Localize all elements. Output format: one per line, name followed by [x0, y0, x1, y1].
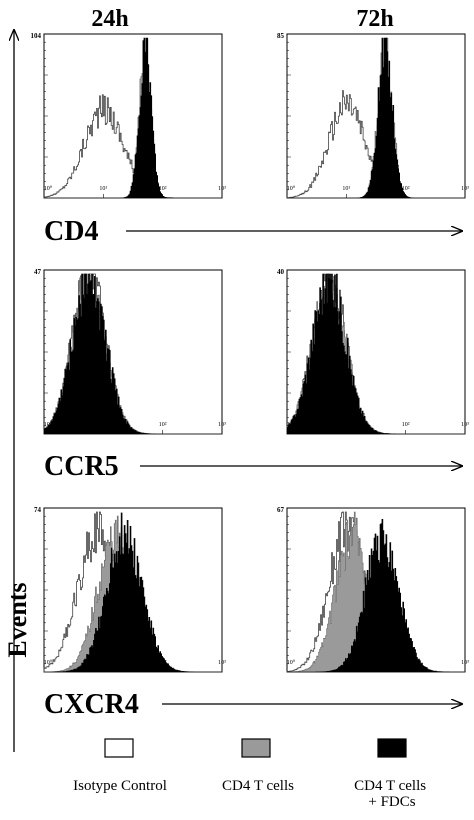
- legend-label-isotype: Isotype Control: [73, 778, 167, 794]
- x-tick-label: 10⁰: [287, 659, 296, 666]
- histogram-panel-cxcr4-24h: 7410⁰10¹10²10³: [34, 506, 226, 673]
- x-tick-label: 10⁰: [44, 185, 53, 192]
- y-tick-label: 47: [34, 268, 42, 276]
- legend-swatch-fdc: [377, 738, 407, 758]
- y-tick-label: 40: [277, 268, 285, 276]
- histogram-fdc: [44, 37, 222, 199]
- histogram-fdc: [44, 512, 222, 673]
- legend-swatch-isotype: [104, 738, 134, 758]
- marker-label-cd4: CD4: [44, 216, 98, 247]
- y-tick-label: 85: [277, 32, 285, 40]
- histogram-panel-ccr5-24h: 4710⁰10¹10²10³: [34, 268, 226, 435]
- legend-label-fdc: CD4 T cells + FDCs: [354, 778, 430, 810]
- histogram-fdc: [43, 273, 222, 435]
- histogram-fdc: [287, 519, 465, 673]
- x-tick-label: 10⁰: [44, 659, 53, 666]
- legend-label-cd4: CD4 T cells: [222, 778, 294, 794]
- x-tick-label: 10³: [218, 186, 226, 192]
- x-tick-label: 10¹: [342, 186, 350, 192]
- column-title-24h: 24h: [91, 6, 128, 32]
- legend-swatch-cd4: [241, 738, 271, 758]
- histogram-panels: 10410⁰10¹10²10³8510⁰10¹10²10³4710⁰10¹10²…: [31, 32, 469, 673]
- x-tick-label: 10⁰: [287, 185, 296, 192]
- x-tick-label: 10³: [461, 422, 469, 428]
- marker-label-ccr5: CCR5: [44, 451, 119, 482]
- histogram-fdc: [286, 273, 465, 435]
- x-tick-label: 10²: [159, 186, 167, 192]
- x-tick-label: 10³: [218, 422, 226, 428]
- y-tick-label: 67: [277, 506, 285, 514]
- histogram-panel-cd4-24h: 104 10⁰ 10¹ 10² 10³: [31, 32, 226, 199]
- column-title-72h: 72h: [356, 6, 393, 32]
- marker-label-cxcr4: CXCR4: [44, 689, 139, 720]
- histogram-fdc: [287, 37, 465, 199]
- x-tick-label: 10²: [402, 422, 410, 428]
- x-tick-label: 10⁰: [44, 421, 53, 428]
- x-tick-label: 10³: [461, 186, 469, 192]
- y-tick-label: 74: [34, 506, 42, 514]
- legend-label-fdc-line1: CD4 T cells: [354, 778, 426, 794]
- x-tick-label: 10²: [402, 186, 410, 192]
- x-tick-label: 10³: [461, 660, 469, 666]
- y-tick-label: 104: [31, 32, 42, 40]
- x-tick-label: 10¹: [99, 186, 107, 192]
- x-tick-label: 10²: [159, 422, 167, 428]
- panel-frame: [43, 33, 223, 199]
- histogram-panel-cxcr4-72h: 6710⁰10¹10²10³: [277, 506, 469, 673]
- legend: Isotype Control CD4 T cells CD4 T cells …: [73, 738, 430, 810]
- events-axis-label: Events: [3, 582, 32, 657]
- legend-label-fdc-line2: + FDCs: [368, 794, 415, 810]
- x-tick-label: 10³: [218, 660, 226, 666]
- histogram-panel-cd4-72h: 85 10⁰ 10¹ 10² 10³: [277, 32, 469, 199]
- histogram-panel-ccr5-72h: 4010⁰10¹10²10³: [277, 268, 469, 435]
